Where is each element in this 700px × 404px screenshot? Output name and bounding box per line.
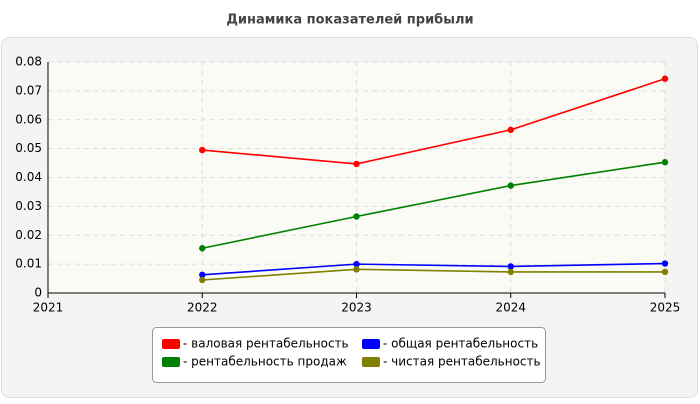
data-point (661, 75, 669, 82)
x-tick-label: 2022 (187, 301, 218, 315)
y-tick-label: 0 (34, 286, 42, 300)
y-tick-label: 0.03 (15, 199, 42, 213)
series-line (202, 77, 666, 165)
legend-label: - общая рентабельность (383, 337, 538, 351)
x-tick-label: 2021 (33, 301, 64, 315)
series-line (202, 262, 666, 276)
x-tick-label: 2024 (495, 301, 526, 315)
legend-swatch (162, 339, 180, 349)
y-tick-label: 0.04 (15, 170, 42, 184)
data-point (353, 160, 360, 168)
data-point (199, 271, 206, 279)
data-point (661, 158, 669, 166)
y-tick-label: 0.02 (15, 228, 42, 242)
data-point (353, 213, 360, 220)
data-point (661, 268, 669, 276)
chart-title: Динамика показателей прибыли (226, 13, 473, 28)
legend-label: - чистая рентабельность (383, 355, 541, 369)
y-tick-label: 0.05 (15, 141, 42, 155)
data-point (507, 182, 514, 189)
legend-label: - валовая рентабельность (183, 337, 349, 351)
series-line (202, 268, 665, 281)
legend-label: - рентабельность продаж (183, 355, 347, 369)
data-point (199, 245, 206, 252)
data-point (353, 260, 360, 268)
y-tick-label: 0.06 (15, 112, 42, 126)
legend-swatch (162, 357, 180, 367)
data-point (507, 268, 514, 276)
x-tick-label: 2025 (650, 301, 681, 315)
series-line (202, 161, 666, 250)
y-tick-label: 0.01 (15, 257, 42, 271)
legend-swatch (362, 339, 380, 349)
legend-box (152, 327, 546, 383)
legend-swatch (362, 357, 380, 367)
data-point (353, 266, 360, 273)
data-point (507, 126, 514, 134)
x-tick-label: 2023 (341, 301, 372, 315)
data-point (507, 263, 514, 270)
y-tick-label: 0.07 (15, 83, 42, 97)
y-tick-label: 0.08 (15, 55, 42, 69)
data-point (661, 260, 669, 267)
data-point (199, 146, 206, 154)
data-point (199, 276, 206, 284)
